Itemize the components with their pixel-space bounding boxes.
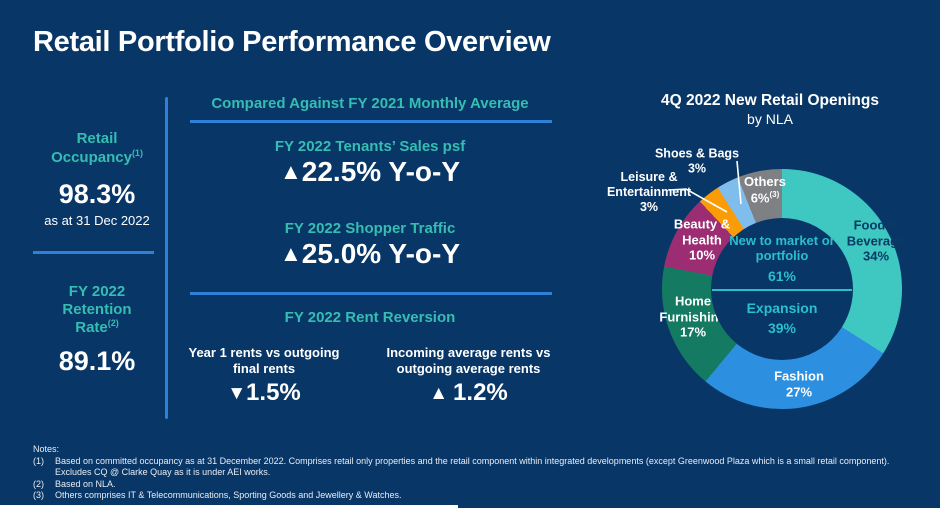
retention-value: 89.1% [58, 346, 136, 377]
segment-name: Food & Beverage [846, 217, 906, 249]
segment-value: 34% [862, 248, 890, 264]
donut-inner-bottom: Expansion 39% [711, 289, 853, 360]
rent-reversion-incoming: Incoming average rents vs outgoing avera… [376, 345, 561, 407]
vertical-divider [165, 97, 168, 419]
donut-hole: New to market or portfolio 61% Expansion… [711, 218, 853, 360]
rent-reversion-incoming-label: Incoming average rents vs outgoing avera… [386, 345, 551, 376]
notes-title: Notes: [33, 444, 60, 454]
segment-label-food-beverage: Food & Beverage 34% [840, 218, 912, 265]
segment-name: Leisure & Entertainment [606, 169, 692, 199]
chart-subtitle: by NLA [747, 111, 793, 127]
rent-reversion-year1-label: Year 1 rents vs outgoing final rents [188, 345, 340, 376]
segment-name: Fashion [774, 368, 824, 384]
segment-value-text: 6% [750, 190, 770, 206]
segment-label-fashion: Fashion 27% [764, 368, 834, 399]
rent-reversion-year1-value-text: 1.5% [246, 379, 301, 407]
new-to-market-label: New to market or portfolio [729, 233, 835, 264]
down-triangle-icon: ▼ [227, 383, 247, 405]
occupancy-label-text: Retail Occupancy [51, 130, 132, 166]
segment-value: 3% [687, 161, 707, 175]
left-panel-divider [33, 251, 154, 254]
up-triangle-icon: ▲ [429, 383, 449, 405]
note-number: (2) [33, 478, 44, 489]
rent-reversion-year1-value: ▼1.5% [180, 379, 348, 407]
segment-name: Others [744, 174, 786, 190]
tenants-sales-label: FY 2022 Tenants’ Sales psf [274, 138, 466, 155]
bottom-accent-bar [0, 505, 458, 508]
segment-value: 27% [785, 384, 813, 399]
segment-name: Home Furnishing [659, 293, 727, 325]
comparison-header: Compared Against FY 2021 Monthly Average [211, 95, 529, 112]
tenants-sales-value-text: 22.5% Y-o-Y [301, 156, 460, 187]
segment-value: 6%(3) [733, 190, 797, 206]
retention-label-text: FY 2022 Retention Rate [62, 283, 132, 337]
shopper-traffic-value: ▲25.0% Y-o-Y [180, 238, 560, 270]
note-number: (1) [33, 455, 44, 466]
notes-section: Notes: (1) Based on committed occupancy … [33, 444, 917, 502]
note-text: Based on committed occupancy as at 31 De… [55, 455, 890, 478]
note-number: (3) [33, 490, 44, 500]
occupancy-panel: Retail Occupancy(1) 98.3% as at 31 Dec 2… [22, 130, 172, 228]
shopper-traffic-value-text: 25.0% Y-o-Y [301, 238, 460, 269]
segment-value: 3% [639, 199, 659, 214]
note-item: (3) Others comprises IT & Telecommunicat… [33, 490, 917, 502]
occupancy-value: 98.3% [58, 179, 136, 210]
segment-label-beauty-health: Beauty & Health 10% [670, 217, 734, 264]
rent-reversion-year1: Year 1 rents vs outgoing final rents ▼1.… [180, 345, 348, 407]
tenants-sales-value: ▲22.5% Y-o-Y [180, 156, 560, 188]
shopper-traffic-label: FY 2022 Shopper Traffic [284, 220, 456, 237]
donut-ring: Food & Beverage 34% Fashion 27% Home Fur… [659, 169, 905, 409]
note-text: Based on NLA. [55, 478, 116, 489]
occupancy-footnote-marker: (1) [131, 147, 143, 158]
segment-label-shoes-bags: Shoes & Bags 3% [649, 146, 745, 176]
page-title: Retail Portfolio Performance Overview [33, 26, 551, 58]
retention-label: FY 2022 Retention Rate(2) [45, 283, 149, 337]
segment-label-others: Others 6%(3) [733, 174, 797, 206]
rent-reversion-topline [190, 292, 552, 295]
chart-title: 4Q 2022 New Retail Openings [661, 92, 879, 109]
donut-chart-panel: 4Q 2022 New Retail Openings by NLA Food … [600, 88, 940, 448]
occupancy-label: Retail Occupancy(1) [39, 130, 155, 166]
segment-label-home-furnishing: Home Furnishing 17% [656, 294, 730, 341]
rent-reversion-header: FY 2022 Rent Reversion [284, 309, 456, 326]
rent-reversion-incoming-value-text: 1.2% [453, 379, 508, 407]
note-item: (1) Based on committed occupancy as at 3… [33, 456, 917, 479]
retention-footnote-marker: (2) [107, 318, 119, 329]
segment-label-leisure-entertainment: Leisure & Entertainment 3% [601, 170, 697, 214]
occupancy-as-at-date: as at 31 Dec 2022 [44, 213, 150, 229]
expansion-label: Expansion [746, 300, 818, 316]
donut-inner-separator [712, 289, 852, 291]
segment-name: Beauty & Health [673, 216, 731, 248]
note-item: (2) Based on NLA. [33, 479, 917, 491]
donut-inner-top: New to market or portfolio 61% [711, 218, 853, 289]
others-footnote-marker: (3) [769, 189, 780, 199]
up-triangle-icon: ▲ [279, 241, 302, 266]
segment-name: Shoes & Bags [654, 146, 740, 161]
up-triangle-icon: ▲ [279, 159, 302, 184]
segment-value: 10% [688, 247, 716, 263]
expansion-value: 39% [767, 320, 797, 336]
comparison-header-underline [190, 120, 552, 123]
rent-reversion-incoming-value: ▲ 1.2% [376, 379, 561, 407]
note-text: Others comprises IT & Telecommunications… [55, 490, 402, 500]
new-to-market-value: 61% [767, 268, 797, 284]
retention-panel: FY 2022 Retention Rate(2) 89.1% [22, 283, 172, 377]
segment-value: 17% [679, 324, 707, 340]
